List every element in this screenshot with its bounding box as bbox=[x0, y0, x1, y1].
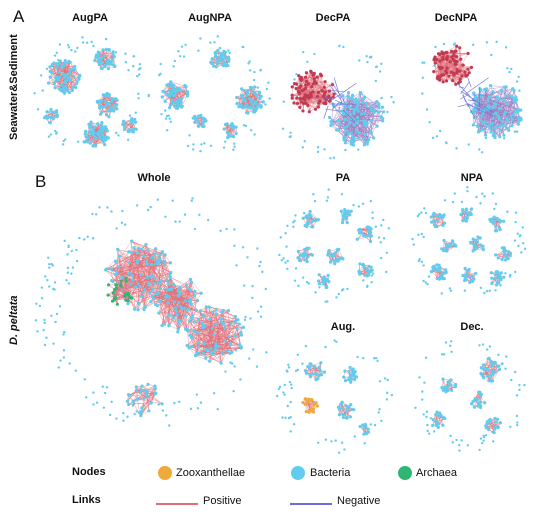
legend-bacteria-label: Bacteria bbox=[310, 467, 351, 479]
title-aug: Aug. bbox=[330, 321, 356, 333]
legend-links-label: Links bbox=[72, 494, 101, 506]
title-augnpa: AugNPA bbox=[188, 12, 232, 24]
network-pa bbox=[278, 188, 391, 304]
title-npa: NPA bbox=[460, 172, 484, 184]
network-npa bbox=[411, 186, 527, 295]
title-decpa: DecPA bbox=[315, 12, 351, 24]
network-whole bbox=[34, 197, 268, 427]
legend-archaea-label: Archaea bbox=[416, 467, 457, 479]
title-dec: Dec. bbox=[460, 321, 484, 333]
panel-b-letter: B bbox=[35, 172, 47, 191]
legend-zooxanthellae-label: Zooxanthellae bbox=[176, 467, 246, 479]
title-decnpa: DecNPA bbox=[434, 12, 478, 24]
legend-positive-label: Positive bbox=[203, 495, 242, 507]
title-whole: Whole bbox=[137, 172, 171, 184]
title-augpa: AugPA bbox=[72, 12, 108, 24]
legend-archaea-dot bbox=[398, 466, 412, 480]
legend-positive-line bbox=[156, 503, 198, 505]
network-decpa bbox=[281, 44, 395, 160]
network-aug bbox=[276, 339, 394, 454]
legend-nodes-label: Nodes bbox=[72, 466, 106, 478]
title-pa: PA bbox=[335, 172, 351, 184]
network-augpa bbox=[33, 36, 151, 148]
network-dec bbox=[414, 340, 526, 452]
legend-bacteria-dot bbox=[291, 466, 305, 480]
legend-negative-label: Negative bbox=[337, 495, 381, 507]
network-decnpa bbox=[421, 40, 523, 154]
legend-zooxanthellae-dot bbox=[158, 466, 172, 480]
panel-a-letter: A bbox=[13, 7, 25, 26]
legend-negative-line bbox=[290, 503, 332, 505]
network-augnpa bbox=[158, 35, 271, 153]
